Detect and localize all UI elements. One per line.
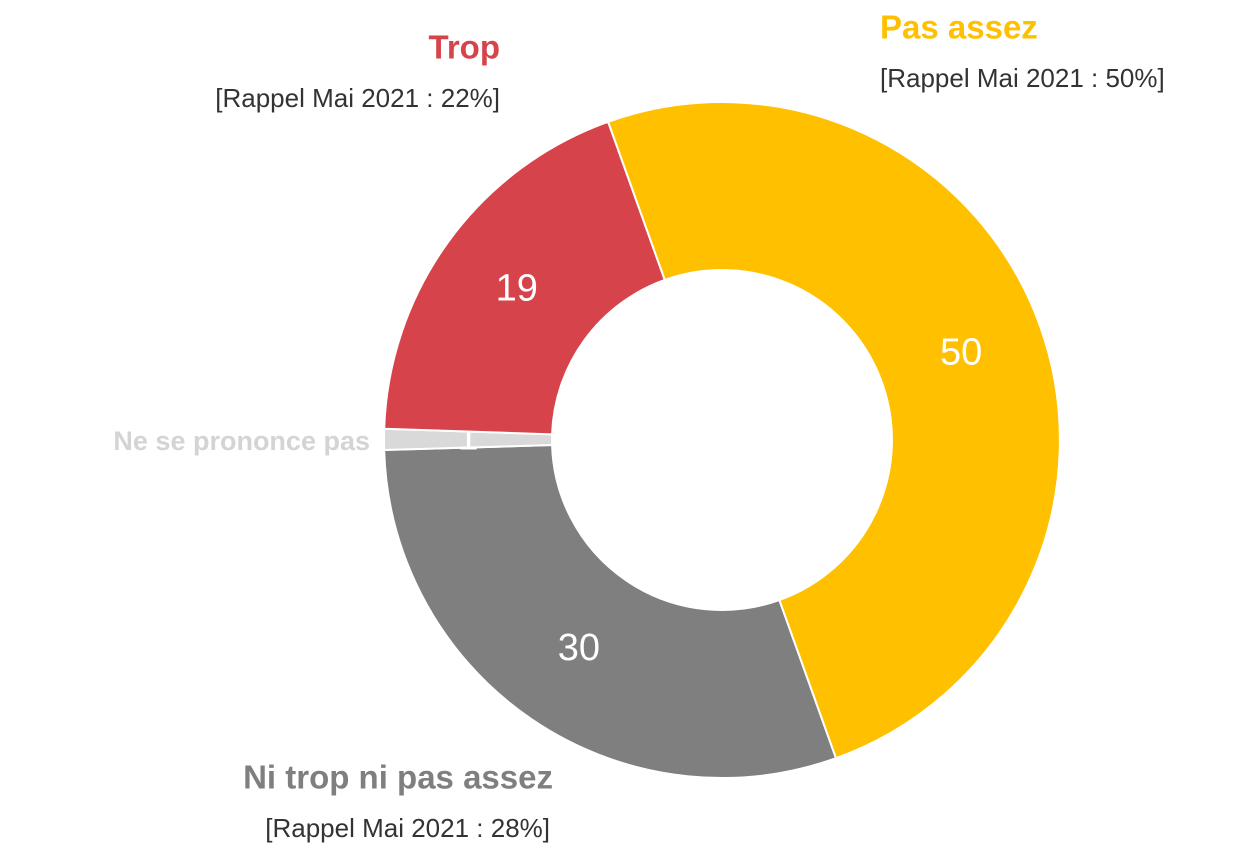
value-label: 50: [940, 331, 982, 373]
category-label: Ne se prononce pas: [113, 426, 370, 456]
category-label: Ni trop ni pas assez: [243, 759, 553, 796]
donut-slice: [606, 101, 1061, 760]
value-label: 19: [496, 267, 538, 309]
category-label: Trop: [429, 29, 501, 66]
recall-note: [Rappel Mai 2021 : 28%]: [265, 813, 550, 843]
donut-slice: [383, 444, 838, 779]
value-label: 30: [558, 627, 600, 669]
recall-note: [Rappel Mai 2021 : 50%]: [880, 63, 1165, 93]
donut-slice: [383, 120, 666, 436]
recall-note: [Rappel Mai 2021 : 22%]: [215, 83, 500, 113]
category-label: Pas assez: [880, 9, 1038, 46]
